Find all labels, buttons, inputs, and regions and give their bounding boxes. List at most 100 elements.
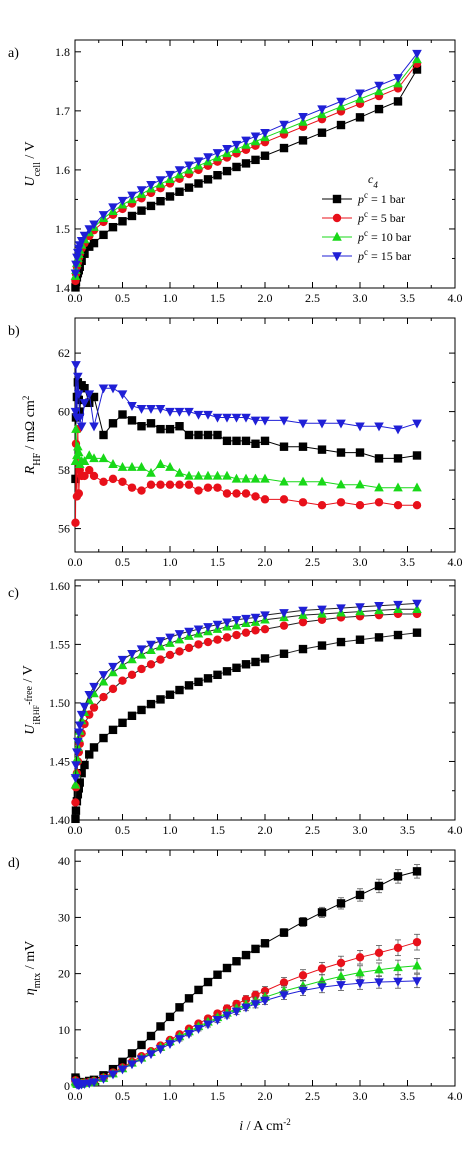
x-tick-label: 2.0 bbox=[258, 291, 273, 305]
x-axis-label: i / A cm-2 bbox=[239, 1117, 290, 1134]
data-point bbox=[85, 465, 94, 475]
data-point bbox=[260, 611, 270, 621]
data-point bbox=[127, 1060, 137, 1070]
x-tick-label: 1.0 bbox=[163, 823, 178, 837]
data-point bbox=[298, 476, 308, 486]
data-point bbox=[99, 733, 108, 743]
data-point bbox=[222, 489, 232, 498]
data-point bbox=[213, 171, 222, 180]
data-point bbox=[241, 1003, 251, 1013]
data-point bbox=[374, 498, 384, 507]
x-tick-label: 3.0 bbox=[353, 291, 368, 305]
data-point bbox=[127, 483, 137, 492]
data-point bbox=[231, 473, 242, 483]
data-point bbox=[355, 113, 365, 122]
data-point bbox=[127, 650, 137, 659]
data-point bbox=[70, 779, 81, 789]
data-point bbox=[203, 175, 213, 184]
data-point bbox=[98, 453, 109, 463]
data-point bbox=[393, 962, 403, 972]
data-point bbox=[393, 630, 403, 640]
data-point bbox=[232, 489, 241, 498]
data-point bbox=[165, 480, 175, 489]
data-point bbox=[99, 230, 108, 240]
data-point bbox=[317, 605, 327, 615]
data-point bbox=[222, 618, 232, 628]
data-point bbox=[232, 957, 241, 966]
data-point bbox=[298, 986, 308, 996]
legend-entry-symbol: p bbox=[357, 192, 364, 206]
data-point bbox=[155, 459, 166, 468]
data-point bbox=[117, 461, 128, 471]
series-4 bbox=[70, 361, 422, 435]
data-point bbox=[85, 398, 94, 408]
data-point bbox=[251, 492, 260, 501]
data-point bbox=[146, 467, 156, 477]
data-point bbox=[146, 640, 156, 650]
x-tick-label: 1.5 bbox=[210, 291, 225, 305]
data-point bbox=[355, 448, 365, 457]
data-point bbox=[155, 637, 166, 647]
data-point bbox=[193, 1024, 204, 1034]
data-point bbox=[80, 760, 89, 770]
data-point bbox=[73, 248, 83, 258]
x-tick-label: 2.0 bbox=[258, 823, 273, 837]
data-point bbox=[136, 1055, 147, 1065]
panel-label: a) bbox=[8, 46, 19, 61]
data-point bbox=[298, 136, 308, 145]
x-tick-label: 0.0 bbox=[68, 823, 83, 837]
y-label-symbol: U bbox=[23, 724, 38, 735]
data-point bbox=[412, 49, 422, 59]
data-point bbox=[175, 480, 184, 489]
data-point bbox=[127, 1049, 137, 1058]
x-tick-label: 0.0 bbox=[68, 1089, 83, 1103]
data-point bbox=[260, 986, 270, 996]
data-point bbox=[317, 908, 327, 917]
y-axis-label: Ucell / V bbox=[23, 141, 43, 186]
data-point bbox=[355, 979, 365, 989]
data-point bbox=[137, 705, 146, 715]
data-point bbox=[212, 470, 223, 480]
y-tick-label: 20 bbox=[58, 967, 70, 981]
data-point bbox=[79, 231, 90, 241]
data-point bbox=[84, 390, 95, 400]
data-point bbox=[203, 623, 213, 633]
y-label-subscript: cell bbox=[32, 162, 43, 177]
data-point bbox=[108, 222, 118, 232]
data-point bbox=[232, 630, 241, 640]
data-point bbox=[70, 774, 81, 784]
y-tick-label: 1.8 bbox=[55, 45, 70, 59]
data-point bbox=[355, 635, 365, 644]
data-point bbox=[412, 451, 422, 460]
data-point bbox=[279, 442, 289, 451]
y-tick-label: 1.40 bbox=[49, 813, 70, 827]
data-point bbox=[84, 225, 95, 235]
data-point bbox=[203, 410, 213, 420]
x-tick-label: 2.5 bbox=[305, 291, 320, 305]
data-point bbox=[241, 614, 251, 624]
data-point bbox=[279, 609, 289, 618]
data-point bbox=[298, 419, 308, 429]
data-point bbox=[231, 413, 242, 423]
panel-label: b) bbox=[8, 324, 20, 339]
data-point bbox=[156, 655, 165, 664]
data-point bbox=[165, 1040, 175, 1050]
y-tick-label: 1.60 bbox=[49, 579, 70, 593]
x-tick-label: 2.5 bbox=[305, 1089, 320, 1103]
data-point bbox=[79, 702, 90, 712]
y-label-superscript: 2 bbox=[21, 396, 31, 401]
data-point bbox=[127, 416, 137, 425]
data-point bbox=[279, 991, 289, 1001]
data-point bbox=[298, 644, 308, 654]
y-label-unit: / V bbox=[21, 665, 36, 686]
data-point bbox=[98, 211, 109, 220]
data-point bbox=[251, 944, 260, 954]
data-point bbox=[212, 620, 223, 630]
data-point bbox=[76, 422, 87, 432]
data-point bbox=[212, 1015, 223, 1025]
data-point bbox=[317, 975, 327, 985]
data-point bbox=[118, 676, 127, 685]
data-point bbox=[212, 413, 223, 423]
data-point bbox=[146, 699, 156, 709]
